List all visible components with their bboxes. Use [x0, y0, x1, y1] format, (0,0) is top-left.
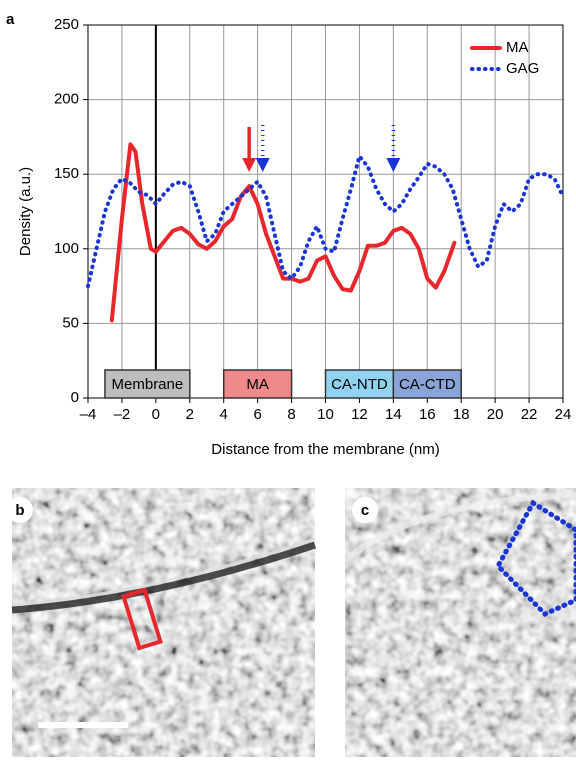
panel-label: b [15, 502, 24, 519]
x-tick-label: 6 [253, 406, 261, 423]
region-box [222, 369, 293, 399]
x-tick-label: –4 [80, 406, 97, 423]
x-tick-label: 12 [351, 406, 368, 423]
membrane [11, 541, 317, 614]
x-tick-label: –2 [114, 406, 131, 423]
y-axis-label: Density (a.u.) [17, 167, 34, 256]
scale-bar [38, 722, 128, 728]
x-tick-label: 24 [555, 406, 572, 423]
region-label: CA-NTD [331, 376, 388, 393]
y-tick-label: 200 [54, 91, 79, 108]
y-tick-label: 100 [54, 240, 79, 257]
lattice-outline [494, 499, 576, 617]
x-tick-label: 18 [453, 406, 470, 423]
y-tick-label: 0 [71, 389, 79, 406]
label-badge [352, 497, 378, 523]
profile-box [121, 587, 163, 651]
region-label: Membrane [112, 376, 184, 393]
arrow-head [255, 158, 270, 172]
x-tick-label: 0 [152, 406, 160, 423]
arrow-head [386, 158, 401, 172]
micrograph-b [12, 488, 315, 757]
x-axis-label: Distance from the membrane (nm) [211, 441, 439, 458]
x-tick-label: 4 [220, 406, 228, 423]
y-tick-label: 250 [54, 16, 79, 33]
x-tick-label: 2 [186, 406, 194, 423]
arrow-head [242, 158, 257, 172]
x-tick-label: 10 [317, 406, 334, 423]
x-tick-label: 22 [521, 406, 538, 423]
region-box [104, 369, 191, 399]
region-box [392, 369, 462, 399]
y-tick-label: 150 [54, 165, 79, 182]
legend-label: MA [506, 39, 529, 56]
x-tick-label: 20 [487, 406, 504, 423]
panel-label: c [361, 502, 369, 519]
region-label: MA [246, 376, 269, 393]
membrane [343, 492, 576, 563]
region-label: CA-CTD [399, 376, 456, 393]
y-tick-label: 50 [62, 314, 79, 331]
membrane-edge [11, 537, 316, 607]
micrograph-c [345, 488, 576, 757]
x-tick-label: 16 [419, 406, 436, 423]
legend-label: GAG [506, 60, 539, 77]
panel-label: a [6, 11, 15, 28]
x-tick-label: 8 [287, 406, 295, 423]
line-series [86, 154, 565, 289]
label-badge [7, 497, 33, 523]
x-tick-label: 14 [385, 406, 402, 423]
line-series [109, 142, 457, 323]
